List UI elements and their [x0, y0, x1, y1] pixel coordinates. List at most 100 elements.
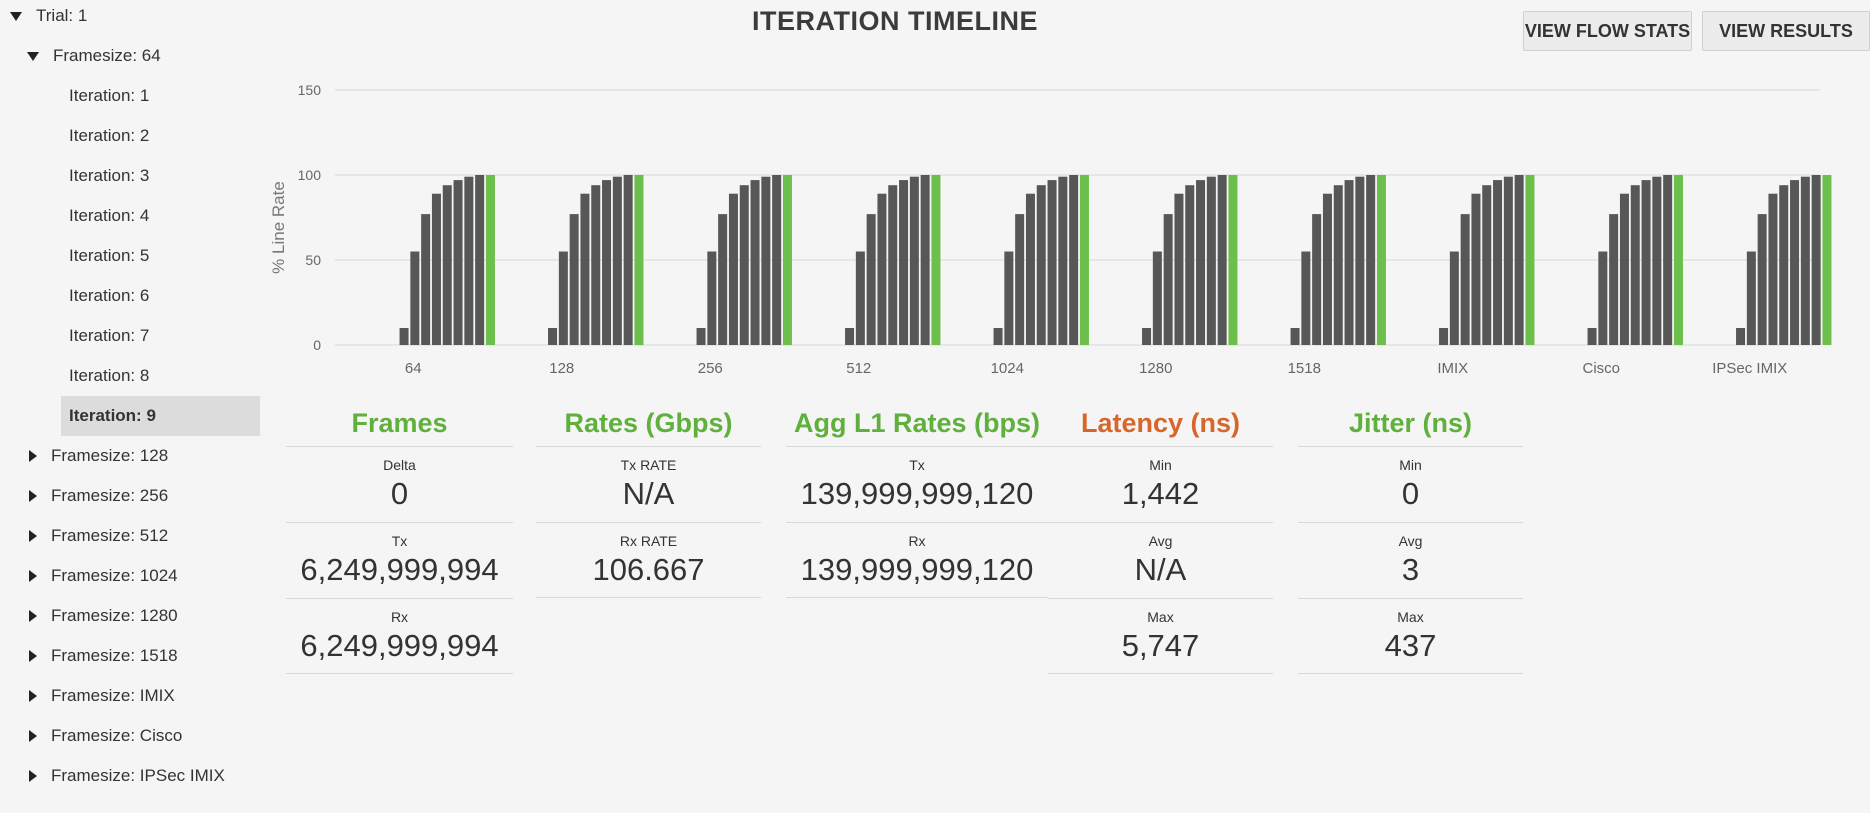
bar-iteration — [1790, 180, 1800, 345]
bar-iteration — [410, 251, 420, 345]
bar-iteration — [1004, 251, 1014, 345]
bar-iteration — [1598, 251, 1608, 345]
tree-node-label: Iteration: 3 — [69, 166, 150, 185]
bar-iteration — [899, 180, 909, 345]
tree-node-iteration[interactable]: Iteration: 3 — [61, 156, 260, 196]
tree-node-framesize[interactable]: Framesize: IMIX — [29, 676, 175, 716]
tree-node-label: Framesize: Cisco — [51, 726, 183, 745]
bar-iteration — [920, 175, 930, 345]
caret-right-icon[interactable] — [29, 690, 37, 702]
bar-current-iteration — [782, 175, 792, 345]
bar-iteration — [1301, 251, 1311, 345]
stat-cell: Max 437 — [1298, 598, 1523, 674]
tree-node-framesize[interactable]: Framesize: 512 — [29, 516, 168, 556]
bar-iteration — [761, 176, 771, 345]
tree-node-framesize[interactable]: Framesize: 128 — [29, 436, 168, 476]
tree-node-label: Framesize: 1024 — [51, 566, 178, 585]
y-axis-label: % Line Rate — [269, 181, 288, 274]
view-results-button[interactable]: VIEW RESULTS — [1702, 11, 1870, 51]
stat-label: Tx — [391, 533, 408, 549]
bar-iteration — [1015, 214, 1025, 345]
tree-node-iteration[interactable]: Iteration: 7 — [61, 316, 260, 356]
frames-title: Frames — [351, 407, 448, 438]
caret-right-icon[interactable] — [29, 650, 37, 662]
bar-iteration — [739, 185, 749, 345]
bar-iteration — [1025, 193, 1035, 345]
bar-iteration — [1493, 180, 1503, 345]
stat-cell: Avg 3 — [1298, 522, 1523, 598]
bar-iteration — [1746, 251, 1756, 345]
bar-iteration — [580, 193, 590, 345]
bar-iteration — [612, 176, 622, 345]
bar-iteration — [707, 251, 717, 345]
tree-node-iteration[interactable]: Iteration: 6 — [61, 276, 260, 316]
caret-right-icon[interactable] — [29, 450, 37, 462]
iteration-tree: Trial: 1 Framesize: 64 Iteration: 1 Iter… — [0, 0, 262, 813]
tree-node-iteration[interactable]: Iteration: 4 — [61, 196, 260, 236]
caret-right-icon[interactable] — [29, 570, 37, 582]
view-flow-stats-button[interactable]: VIEW FLOW STATS — [1523, 11, 1692, 51]
bar-iteration — [1449, 251, 1459, 345]
bar-iteration — [1290, 328, 1300, 345]
tree-node-iteration-selected[interactable]: Iteration: 9 — [61, 396, 260, 436]
stat-value: 1,442 — [1121, 476, 1200, 511]
tree-node-label: Framesize: 1518 — [51, 646, 178, 665]
y-tick-label: 50 — [305, 252, 321, 268]
y-tick-label: 150 — [298, 82, 322, 98]
caret-right-icon[interactable] — [29, 770, 37, 782]
bar-iteration — [1439, 328, 1449, 345]
stat-label: Min — [1149, 457, 1172, 473]
tree-node-iteration[interactable]: Iteration: 1 — [61, 76, 260, 116]
tree-node-framesize[interactable]: Framesize: 1024 — [29, 556, 178, 596]
bar-iteration — [399, 328, 409, 345]
bar-iteration — [1152, 251, 1162, 345]
stat-label: Min — [1399, 457, 1422, 473]
bar-iteration — [453, 180, 463, 345]
stat-cell: Rx RATE 106.667 — [536, 522, 761, 598]
caret-right-icon[interactable] — [29, 610, 37, 622]
tree-node-framesize[interactable]: Framesize: 256 — [29, 476, 168, 516]
bar-current-iteration — [1525, 175, 1535, 345]
bar-iteration — [1058, 176, 1068, 345]
x-tick-label: 512 — [846, 360, 871, 377]
bar-iteration — [558, 251, 568, 345]
tree-node-framesize[interactable]: Framesize: IPSec IMIX — [29, 756, 225, 796]
bar-iteration — [421, 214, 431, 345]
caret-down-icon[interactable] — [10, 11, 22, 21]
tree-node-iteration[interactable]: Iteration: 8 — [61, 356, 260, 396]
bar-current-iteration — [931, 175, 941, 345]
stat-cell: Avg N/A — [1048, 522, 1273, 598]
caret-right-icon[interactable] — [29, 490, 37, 502]
bar-iteration — [1587, 328, 1597, 345]
bar-iteration — [1322, 193, 1332, 345]
bar-iteration — [877, 193, 887, 345]
tree-node-trial[interactable]: Trial: 1 — [10, 0, 87, 36]
bar-iteration — [548, 328, 558, 345]
caret-right-icon[interactable] — [29, 530, 37, 542]
tree-node-framesize[interactable]: Framesize: 1280 — [29, 596, 178, 636]
bar-iteration — [1514, 175, 1524, 345]
stat-value: 106.667 — [592, 552, 705, 587]
tree-node-iteration[interactable]: Iteration: 2 — [61, 116, 260, 156]
stat-cell: Min 0 — [1298, 446, 1523, 522]
bar-iteration — [696, 328, 706, 345]
chart-svg: 0 50 100 150 % Line Rate 64 128 256 512 1024 1280 1… — [269, 82, 1832, 377]
bar-iteration — [1663, 175, 1673, 345]
caret-right-icon[interactable] — [29, 730, 37, 742]
latency-panel: Latency (ns) Min 1,442 Avg N/A Max 5,747 — [1048, 400, 1273, 674]
stat-value: 6,249,999,994 — [300, 552, 499, 587]
bar-iteration — [1196, 180, 1206, 345]
bar-iteration — [1800, 176, 1810, 345]
stat-value: 139,999,999,120 — [800, 476, 1034, 511]
bar-iteration — [591, 185, 601, 345]
bar-iteration — [623, 175, 633, 345]
bar-iteration — [1366, 175, 1376, 345]
tree-node-framesize-64[interactable]: Framesize: 64 — [27, 36, 161, 76]
tree-node-framesize[interactable]: Framesize: Cisco — [29, 716, 182, 756]
stat-label: Avg — [1398, 533, 1423, 549]
bar-iteration — [1174, 193, 1184, 345]
stat-label: Max — [1147, 609, 1174, 625]
tree-node-framesize[interactable]: Framesize: 1518 — [29, 636, 178, 676]
tree-node-iteration[interactable]: Iteration: 5 — [61, 236, 260, 276]
caret-down-icon[interactable] — [27, 51, 39, 61]
